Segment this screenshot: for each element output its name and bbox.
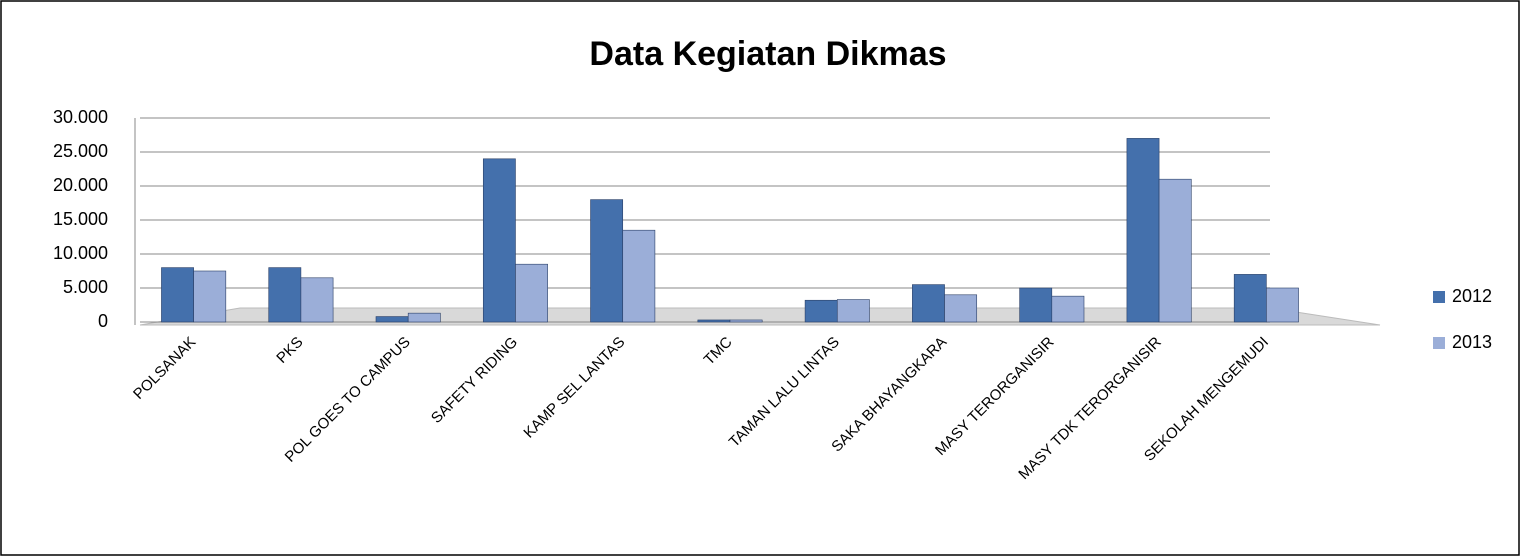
bar bbox=[300, 277, 334, 323]
bar bbox=[515, 263, 548, 323]
bar bbox=[1233, 274, 1267, 323]
bar bbox=[836, 299, 870, 323]
legend-label: 2013 bbox=[1452, 332, 1492, 352]
y-tick-label: 15.000 bbox=[53, 209, 108, 229]
bar bbox=[161, 267, 194, 323]
bar bbox=[729, 319, 763, 323]
y-tick-label: 5.000 bbox=[63, 277, 108, 297]
bar bbox=[268, 267, 302, 323]
chart-title: Data Kegiatan Dikmas bbox=[589, 35, 946, 73]
bar bbox=[804, 299, 838, 323]
bar bbox=[1051, 295, 1085, 323]
legend-swatch bbox=[1433, 291, 1445, 303]
y-tick-label: 0 bbox=[98, 311, 108, 331]
y-tick-label: 20.000 bbox=[53, 175, 108, 195]
legend-label: 2012 bbox=[1452, 286, 1492, 306]
bar bbox=[1019, 287, 1053, 323]
bar bbox=[622, 229, 656, 323]
bar bbox=[590, 199, 624, 323]
legend-swatch bbox=[1433, 337, 1445, 349]
bar bbox=[1126, 138, 1160, 323]
y-tick-label: 10.000 bbox=[53, 243, 108, 263]
bar bbox=[912, 284, 945, 323]
bar bbox=[944, 294, 978, 323]
bar bbox=[697, 319, 731, 323]
bar bbox=[482, 158, 516, 323]
y-tick-label: 25.000 bbox=[53, 141, 108, 161]
y-tick-label: 30.000 bbox=[53, 107, 108, 127]
bar bbox=[375, 316, 409, 323]
bar bbox=[1158, 178, 1192, 323]
bar bbox=[1266, 287, 1299, 323]
bar bbox=[193, 270, 227, 323]
bar bbox=[407, 312, 441, 323]
